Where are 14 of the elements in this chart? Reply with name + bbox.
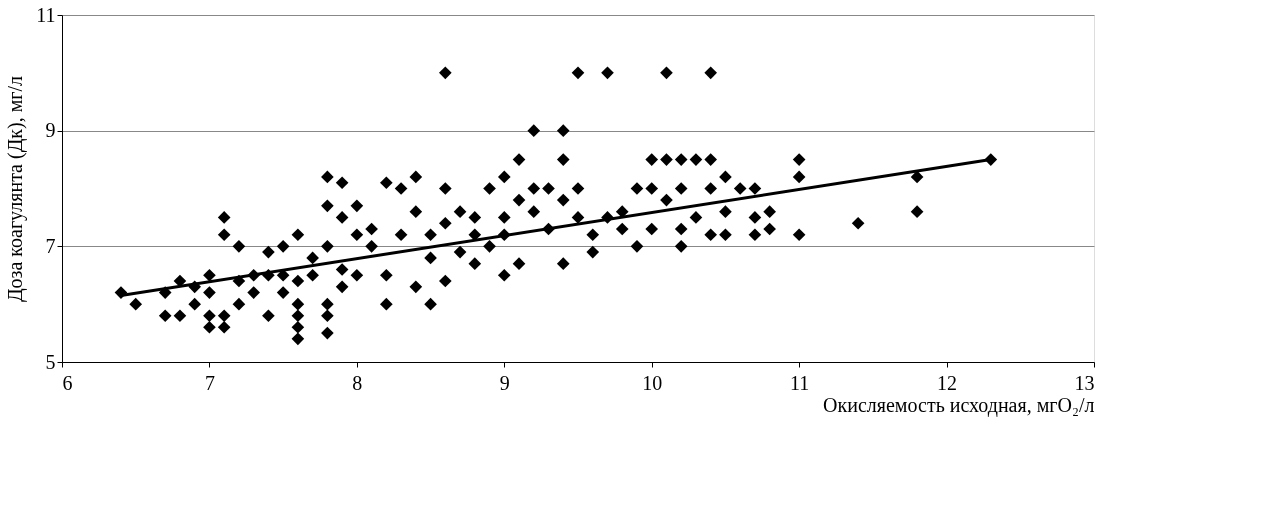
y-axis-title: Доза коагулянта (Дк), мг/л: [4, 75, 28, 303]
x-tick-label: 12: [937, 371, 958, 394]
x-tick-label: 13: [1074, 371, 1095, 394]
y-tick-label: 9: [45, 119, 56, 142]
y-tick-label: 11: [36, 3, 56, 26]
y-tick-label: 5: [45, 350, 56, 373]
x-tick-label: 11: [790, 371, 810, 394]
x-tick-label: 8: [352, 371, 363, 394]
x-tick-label: 7: [204, 371, 215, 394]
y-tick-label: 7: [45, 234, 56, 257]
x-tick-label: 10: [642, 371, 663, 394]
x-tick-label: 9: [499, 371, 510, 394]
x-axis-title: Окисляемость исходная, мгO₂/л: [823, 393, 1095, 417]
x-tick-label: 6: [62, 371, 73, 394]
